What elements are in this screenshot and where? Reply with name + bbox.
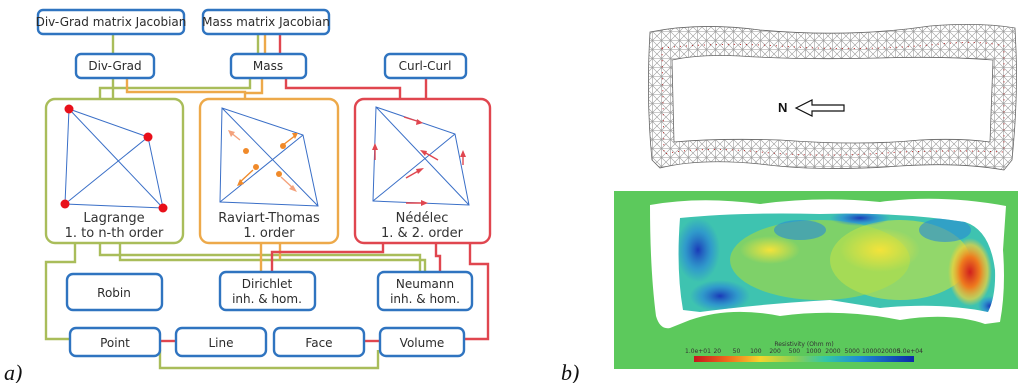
- lagrange-mesh: [60, 104, 168, 213]
- colorbar-tick-label: 5.0e+04: [897, 348, 923, 355]
- robin-box: [65, 272, 164, 312]
- rt-dof-4: [276, 171, 282, 177]
- curlcurl-operator-label: Curl-Curl: [399, 59, 452, 73]
- lagrange-dof-2: [143, 132, 153, 142]
- rt-arrowhead-3: [237, 179, 244, 186]
- lagrange-order: 1. to n-th order: [65, 226, 164, 241]
- colorbar-tick-label: 50: [733, 348, 741, 355]
- colorbar-tick-label: 5000: [845, 348, 860, 355]
- colorbar-tick-label: 1000: [806, 348, 821, 355]
- north-label: N: [778, 100, 787, 115]
- jacobian-boxes: Div-Grad matrix Jacobian Mass matrix Jac…: [36, 8, 331, 36]
- raviart-thomas-mesh: [219, 107, 319, 207]
- colorbar-tick-label: 1.0e+01: [685, 348, 711, 355]
- neumann-sublabel: inh. & hom.: [390, 292, 460, 306]
- ned-arrowhead-1: [416, 119, 423, 125]
- lagrange-dof-1: [64, 104, 74, 114]
- lagrange-dof-4: [60, 199, 70, 209]
- nedelec-element: Nédélec 1. & 2. order: [353, 97, 492, 245]
- divgrad-operator-label: Div-Grad: [88, 59, 141, 73]
- colorbar-title: Resistivity (Ohm m): [774, 341, 833, 348]
- ned-arrowhead-2: [372, 143, 378, 150]
- dirichlet-sublabel: inh. & hom.: [232, 292, 302, 306]
- rt-arrowhead-4: [289, 185, 297, 192]
- colorbar-tick-label: 200: [769, 348, 781, 355]
- face-label: Face: [305, 336, 332, 350]
- colorbar-tick-labels: 1.0e+01 20 50 100 200 500 1000 2000 5000 10000 200…: [685, 348, 923, 355]
- point-label: Point: [100, 336, 130, 350]
- volume-box: [378, 326, 466, 358]
- raviart-thomas-element: Raviart-Thomas 1. order: [198, 97, 340, 245]
- boundary-condition-boxes: Robin Dirichlet inh. & hom. Neumann inh.…: [65, 270, 474, 312]
- colorbar-tick-label: 20000: [881, 348, 900, 355]
- mass-operator-box: [229, 52, 308, 80]
- north-arrow-icon: [794, 99, 845, 117]
- mass-operator-label: Mass: [253, 59, 283, 73]
- face-box: [272, 326, 366, 358]
- north-indicator: N: [778, 99, 845, 117]
- dirichlet-box: [218, 270, 317, 312]
- raviart-thomas-name: Raviart-Thomas: [218, 211, 320, 226]
- colorbar-tick-label: 10000: [862, 348, 881, 355]
- mass-jacobian-box: [201, 8, 331, 36]
- line-label: Line: [208, 336, 233, 350]
- rt-arrowhead-1: [228, 130, 235, 137]
- resistivity-section: Resistivity (Ohm m) 1.0e+01 20 50 100 200 500…: [614, 191, 1018, 369]
- ned-arrowhead-5: [420, 150, 427, 156]
- colorbar-gradient: [694, 356, 914, 362]
- point-box: [68, 326, 162, 358]
- neumann-box: [376, 270, 474, 312]
- electrode-line: [661, 41, 1005, 156]
- divgrad-jacobian-label: Div-Grad matrix Jacobian: [36, 15, 187, 29]
- lagrange-name: Lagrange: [83, 211, 144, 226]
- diagram-wires: [44, 34, 490, 370]
- resistivity-colorbar: Resistivity (Ohm m) 1.0e+01 20 50 100 200 500…: [685, 341, 923, 362]
- colorbar-tick-label: 100: [750, 348, 762, 355]
- volume-label: Volume: [400, 336, 445, 350]
- robin-label: Robin: [97, 286, 131, 300]
- rt-arrowhead-2: [292, 133, 298, 139]
- nedelec-order: 1. & 2. order: [381, 226, 464, 241]
- rt-dof-2: [280, 143, 286, 149]
- nedelec-name: Nédélec: [396, 211, 449, 226]
- dirichlet-label: Dirichlet: [242, 277, 293, 291]
- raviart-thomas-order: 1. order: [243, 226, 295, 241]
- neumann-label: Neumann: [396, 277, 454, 291]
- divgrad-operator-box: [74, 52, 156, 80]
- mass-jacobian-label: Mass matrix Jacobian: [202, 15, 330, 29]
- lagrange-dof-3: [158, 203, 168, 213]
- resistivity-anomalies: [678, 213, 996, 312]
- rt-dof-3: [253, 164, 259, 170]
- ned-arrowhead-3: [460, 150, 466, 157]
- line-box: [174, 326, 268, 358]
- curlcurl-operator-box: [383, 52, 468, 80]
- nedelec-box: [353, 97, 492, 245]
- lagrange-element: Lagrange 1. to n-th order: [44, 97, 185, 245]
- divgrad-jacobian-box: [36, 8, 186, 36]
- panel-b-label: b): [561, 360, 579, 383]
- colorbar-tick-label: 20: [713, 348, 721, 355]
- rt-dof-1: [243, 148, 249, 154]
- ned-arrow-5: [423, 151, 439, 161]
- colorbar-tick-label: 2000: [825, 348, 840, 355]
- geometry-boxes: Point Line Face Volume: [68, 326, 466, 358]
- nedelec-mesh: [372, 106, 470, 206]
- mesh-surface: [648, 24, 1017, 171]
- tunnel-mesh: N: [648, 24, 1017, 171]
- operator-boxes: Div-Grad Mass Curl-Curl: [74, 52, 468, 80]
- panel-a-label: a): [4, 360, 22, 383]
- ned-arrowhead-4: [421, 200, 428, 206]
- ned-arrowhead-6: [416, 168, 424, 174]
- colorbar-tick-label: 500: [789, 348, 801, 355]
